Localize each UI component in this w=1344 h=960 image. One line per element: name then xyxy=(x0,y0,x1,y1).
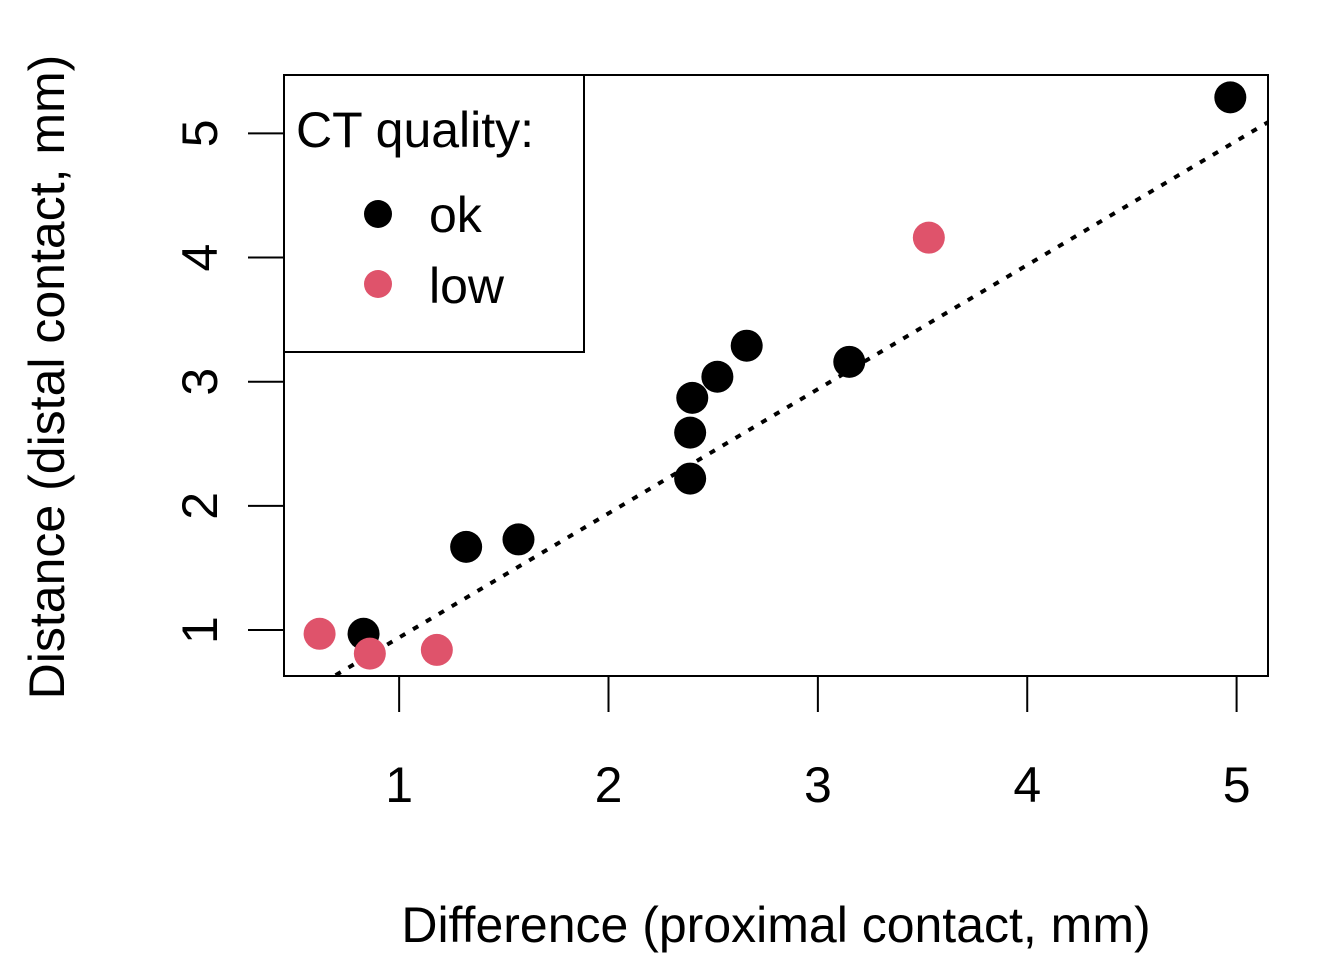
x-tick-label: 4 xyxy=(1013,757,1041,813)
x-axis-label: Difference (proximal contact, mm) xyxy=(401,897,1150,953)
data-point-low xyxy=(353,637,386,670)
x-axis: 1 2 3 4 5 xyxy=(385,675,1251,813)
legend-box xyxy=(283,74,585,353)
x-tick-label: 5 xyxy=(1223,757,1251,813)
data-point-low xyxy=(912,221,945,254)
y-tick-label: 5 xyxy=(172,119,228,147)
y-tick-label: 3 xyxy=(172,368,228,396)
legend-title: CT quality: xyxy=(296,102,534,158)
data-point-ok xyxy=(674,416,707,449)
data-point-low xyxy=(303,617,336,650)
y-tick-label: 4 xyxy=(172,244,228,272)
legend-label-low: low xyxy=(429,258,505,314)
y-tick-label: 2 xyxy=(172,492,228,520)
data-point-ok xyxy=(450,530,483,563)
data-point-ok xyxy=(674,462,707,495)
legend: CT quality: ok low xyxy=(283,74,585,353)
data-point-ok xyxy=(833,345,866,378)
data-point-ok xyxy=(502,523,535,556)
x-tick-label: 3 xyxy=(804,757,832,813)
data-point-ok xyxy=(701,360,734,393)
legend-marker-low xyxy=(364,270,392,298)
legend-label-ok: ok xyxy=(429,187,483,243)
data-point-ok xyxy=(676,381,709,414)
y-axis: 1 2 3 4 5 xyxy=(172,119,284,644)
x-tick-label: 1 xyxy=(385,757,413,813)
data-point-low xyxy=(420,633,453,666)
y-axis-label: Distance (distal contact, mm) xyxy=(19,55,75,700)
plot-area xyxy=(303,81,1268,676)
data-point-ok xyxy=(1214,81,1247,114)
y-tick-label: 1 xyxy=(172,616,228,644)
x-tick-label: 2 xyxy=(595,757,623,813)
legend-marker-ok xyxy=(364,200,392,228)
fit-line xyxy=(330,120,1268,676)
data-point-ok xyxy=(730,329,763,362)
